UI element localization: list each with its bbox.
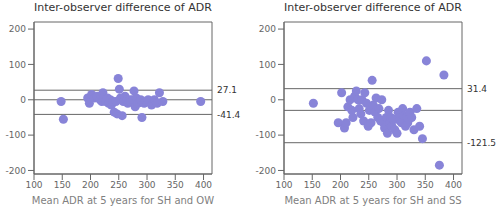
svg-text:300: 300 <box>138 180 155 190</box>
svg-text:200: 200 <box>9 24 26 34</box>
svg-text:100: 100 <box>25 180 42 190</box>
html-text:Inter-observer difference of A: Inter-observer difference of ADR <box>34 1 212 14</box>
svg-text:27.1: 27.1 <box>217 85 237 95</box>
svg-text:200: 200 <box>259 24 276 34</box>
svg-text:-200: -200 <box>8 166 26 176</box>
svg-text:350: 350 <box>417 180 434 190</box>
svg-text:150: 150 <box>304 180 321 190</box>
svg-text:350: 350 <box>167 180 184 190</box>
svg-text:-200: -200 <box>256 166 277 176</box>
svg-text:400: 400 <box>195 180 212 190</box>
svg-text:300: 300 <box>388 180 405 190</box>
svg-text:200: 200 <box>332 180 349 190</box>
svg-text:-100: -100 <box>8 130 26 140</box>
svg-text:100: 100 <box>275 180 292 190</box>
svg-text:31.4: 31.4 <box>467 84 487 94</box>
html-text:Inter-observer difference of A: Inter-observer difference of ADR <box>284 1 462 14</box>
svg-text:0: 0 <box>270 95 276 105</box>
svg-text:100: 100 <box>9 60 26 70</box>
svg-text:200: 200 <box>82 180 99 190</box>
svg-text:250: 250 <box>110 180 127 190</box>
svg-text:400: 400 <box>445 180 462 190</box>
svg-text:250: 250 <box>360 180 377 190</box>
svg-text:-100: -100 <box>256 130 277 140</box>
svg-text:0: 0 <box>20 95 26 105</box>
svg-text:150: 150 <box>54 180 71 190</box>
svg-text:100: 100 <box>259 60 276 70</box>
svg-text:-121.5: -121.5 <box>467 138 492 148</box>
svg-text:Mean ADR at 5 years for SH and: Mean ADR at 5 years for SH and OW <box>32 195 214 206</box>
svg-text:-41.4: -41.4 <box>217 110 241 120</box>
svg-text:Mean ADR at 5 years for SH and: Mean ADR at 5 years for SH and SS <box>284 195 461 206</box>
